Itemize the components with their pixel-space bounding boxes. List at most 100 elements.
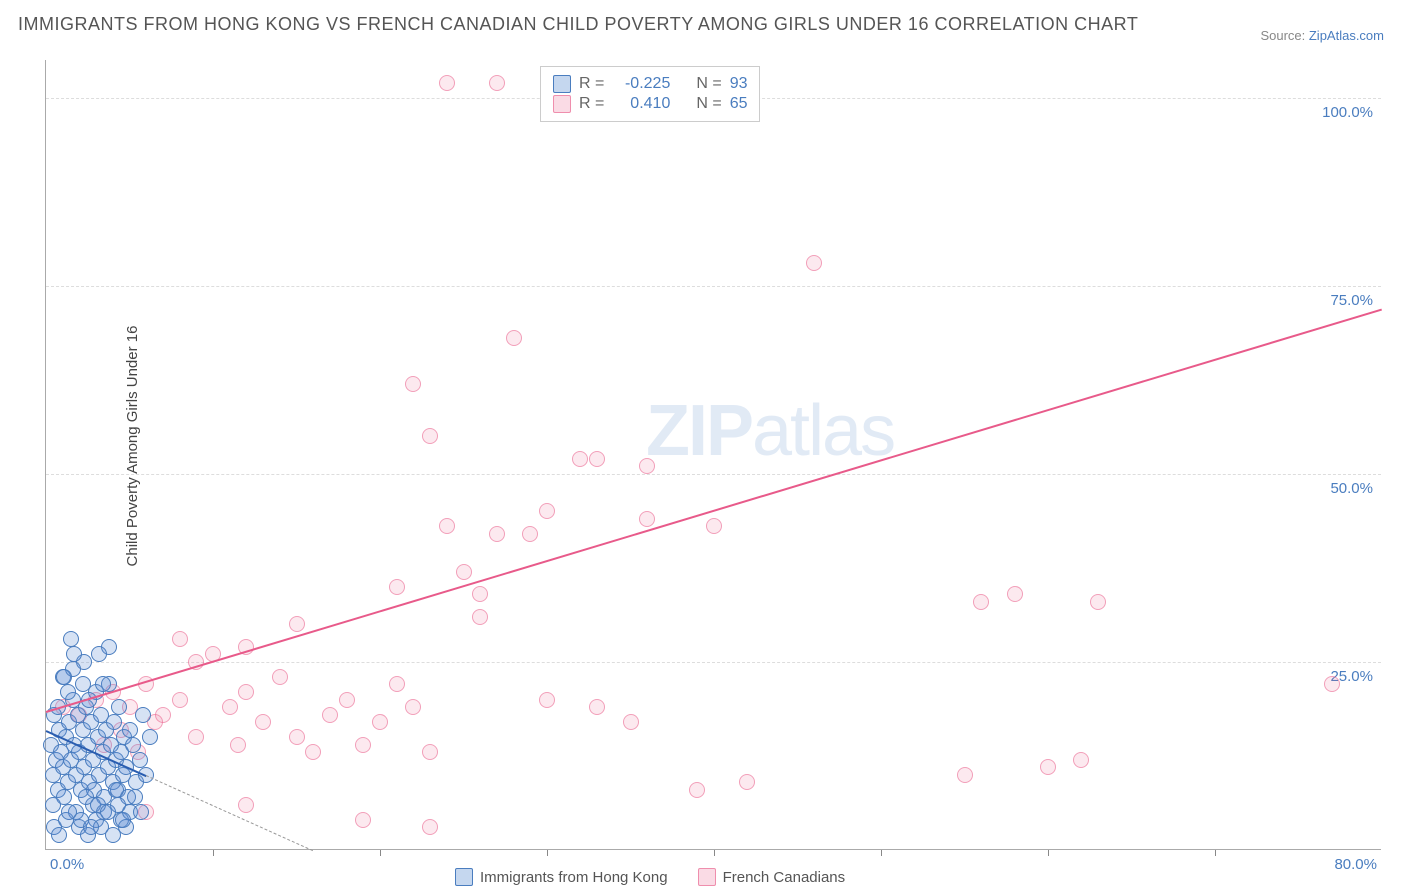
data-point (639, 458, 655, 474)
data-point (135, 707, 151, 723)
data-point (806, 255, 822, 271)
data-point (355, 737, 371, 753)
chart-title: IMMIGRANTS FROM HONG KONG VS FRENCH CANA… (18, 14, 1138, 35)
grid-line-vertical (380, 850, 381, 856)
data-point (1090, 594, 1106, 610)
data-point (1324, 676, 1340, 692)
data-point (422, 428, 438, 444)
data-point (289, 616, 305, 632)
source-link[interactable]: ZipAtlas.com (1309, 28, 1384, 43)
data-point (238, 684, 254, 700)
n-value: 65 (730, 95, 748, 113)
correlation-legend-row: R = -0.225 N = 93 (553, 75, 747, 93)
trend-line (46, 308, 1383, 712)
data-point (1073, 752, 1089, 768)
data-point (706, 518, 722, 534)
data-point (973, 594, 989, 610)
legend-swatch (553, 75, 571, 93)
data-point (339, 692, 355, 708)
trend-line-extrapolation (146, 775, 313, 851)
r-value: -0.225 (612, 75, 670, 93)
n-label: N = (696, 95, 721, 113)
data-point (230, 737, 246, 753)
n-label: N = (696, 75, 721, 93)
data-point (472, 586, 488, 602)
data-point (957, 767, 973, 783)
data-point (272, 669, 288, 685)
y-tick-label: 75.0% (1330, 292, 1373, 309)
data-point (439, 75, 455, 91)
data-point (539, 692, 555, 708)
correlation-legend: R = -0.225 N = 93 R = 0.410 N = 65 (540, 66, 760, 122)
scatter-plot-area: ZIPatlas 25.0%50.0%75.0%100.0%0.0%80.0% (45, 60, 1381, 850)
r-label: R = (579, 95, 604, 113)
series-legend-item: French Canadians (698, 868, 846, 886)
legend-swatch (698, 868, 716, 886)
grid-line-vertical (881, 850, 882, 856)
data-point (589, 451, 605, 467)
r-value: 0.410 (612, 95, 670, 113)
data-point (60, 684, 76, 700)
data-point (108, 782, 124, 798)
data-point (739, 774, 755, 790)
data-point (689, 782, 705, 798)
data-point (115, 812, 131, 828)
data-point (405, 699, 421, 715)
r-label: R = (579, 75, 604, 93)
legend-swatch (553, 95, 571, 113)
grid-line-vertical (213, 850, 214, 856)
data-point (623, 714, 639, 730)
data-point (422, 819, 438, 835)
data-point (122, 722, 138, 738)
data-point (522, 526, 538, 542)
data-point (172, 692, 188, 708)
data-point (639, 511, 655, 527)
data-point (372, 714, 388, 730)
data-point (51, 827, 67, 843)
series-legend: Immigrants from Hong Kong French Canadian… (455, 868, 845, 886)
data-point (155, 707, 171, 723)
data-point (56, 669, 72, 685)
data-point (238, 797, 254, 813)
data-point (142, 729, 158, 745)
source-attribution: Source: ZipAtlas.com (1260, 28, 1384, 43)
grid-line-vertical (1215, 850, 1216, 856)
data-point (188, 729, 204, 745)
data-point (1007, 586, 1023, 602)
series-label: French Canadians (723, 869, 846, 886)
data-point (289, 729, 305, 745)
series-label: Immigrants from Hong Kong (480, 869, 668, 886)
legend-swatch (455, 868, 473, 886)
data-point (127, 789, 143, 805)
data-point (489, 526, 505, 542)
data-point (389, 579, 405, 595)
y-tick-label: 100.0% (1322, 104, 1373, 121)
data-point (1040, 759, 1056, 775)
data-point (405, 376, 421, 392)
x-tick-label: 80.0% (1334, 856, 1377, 873)
data-point (472, 609, 488, 625)
data-point (322, 707, 338, 723)
data-point (539, 503, 555, 519)
data-point (125, 737, 141, 753)
y-tick-label: 50.0% (1330, 480, 1373, 497)
correlation-legend-row: R = 0.410 N = 65 (553, 95, 747, 113)
data-point (489, 75, 505, 91)
data-point (572, 451, 588, 467)
series-legend-item: Immigrants from Hong Kong (455, 868, 668, 886)
grid-line-horizontal (46, 662, 1381, 663)
data-point (456, 564, 472, 580)
watermark-text: ZIPatlas (646, 390, 894, 472)
grid-line-horizontal (46, 474, 1381, 475)
grid-line-vertical (714, 850, 715, 856)
x-tick-label: 0.0% (50, 856, 84, 873)
data-point (389, 676, 405, 692)
data-point (305, 744, 321, 760)
data-point (439, 518, 455, 534)
grid-line-vertical (1048, 850, 1049, 856)
data-point (63, 631, 79, 647)
data-point (91, 646, 107, 662)
source-prefix: Source: (1260, 28, 1308, 43)
grid-line-horizontal (46, 286, 1381, 287)
n-value: 93 (730, 75, 748, 93)
